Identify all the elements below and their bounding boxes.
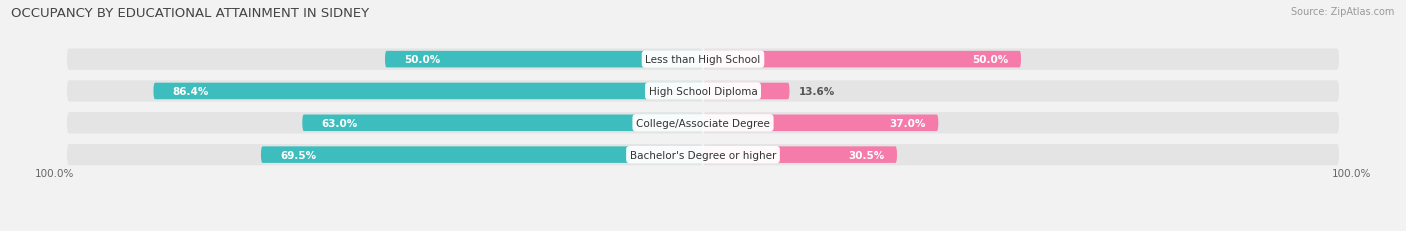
FancyBboxPatch shape bbox=[67, 144, 703, 166]
FancyBboxPatch shape bbox=[153, 83, 703, 100]
FancyBboxPatch shape bbox=[67, 49, 703, 70]
FancyBboxPatch shape bbox=[703, 147, 897, 163]
FancyBboxPatch shape bbox=[703, 144, 1339, 166]
FancyBboxPatch shape bbox=[703, 52, 1021, 68]
Text: OCCUPANCY BY EDUCATIONAL ATTAINMENT IN SIDNEY: OCCUPANCY BY EDUCATIONAL ATTAINMENT IN S… bbox=[11, 7, 370, 20]
Text: Less than High School: Less than High School bbox=[645, 55, 761, 65]
Text: 50.0%: 50.0% bbox=[404, 55, 440, 65]
FancyBboxPatch shape bbox=[703, 83, 790, 100]
FancyBboxPatch shape bbox=[262, 147, 703, 163]
Text: 13.6%: 13.6% bbox=[799, 87, 835, 97]
FancyBboxPatch shape bbox=[67, 113, 703, 134]
FancyBboxPatch shape bbox=[385, 52, 703, 68]
Text: 63.0%: 63.0% bbox=[322, 118, 357, 128]
FancyBboxPatch shape bbox=[703, 115, 938, 131]
FancyBboxPatch shape bbox=[703, 113, 1339, 134]
Text: College/Associate Degree: College/Associate Degree bbox=[636, 118, 770, 128]
Text: 30.5%: 30.5% bbox=[848, 150, 884, 160]
Text: 100.0%: 100.0% bbox=[1331, 168, 1371, 178]
Text: Source: ZipAtlas.com: Source: ZipAtlas.com bbox=[1291, 7, 1395, 17]
Text: 37.0%: 37.0% bbox=[889, 118, 925, 128]
FancyBboxPatch shape bbox=[703, 81, 1339, 102]
Text: Bachelor's Degree or higher: Bachelor's Degree or higher bbox=[630, 150, 776, 160]
Text: 69.5%: 69.5% bbox=[280, 150, 316, 160]
FancyBboxPatch shape bbox=[67, 81, 703, 102]
Text: 100.0%: 100.0% bbox=[35, 168, 75, 178]
Text: High School Diploma: High School Diploma bbox=[648, 87, 758, 97]
FancyBboxPatch shape bbox=[703, 49, 1339, 70]
FancyBboxPatch shape bbox=[302, 115, 703, 131]
Text: 50.0%: 50.0% bbox=[972, 55, 1008, 65]
Text: 86.4%: 86.4% bbox=[173, 87, 209, 97]
